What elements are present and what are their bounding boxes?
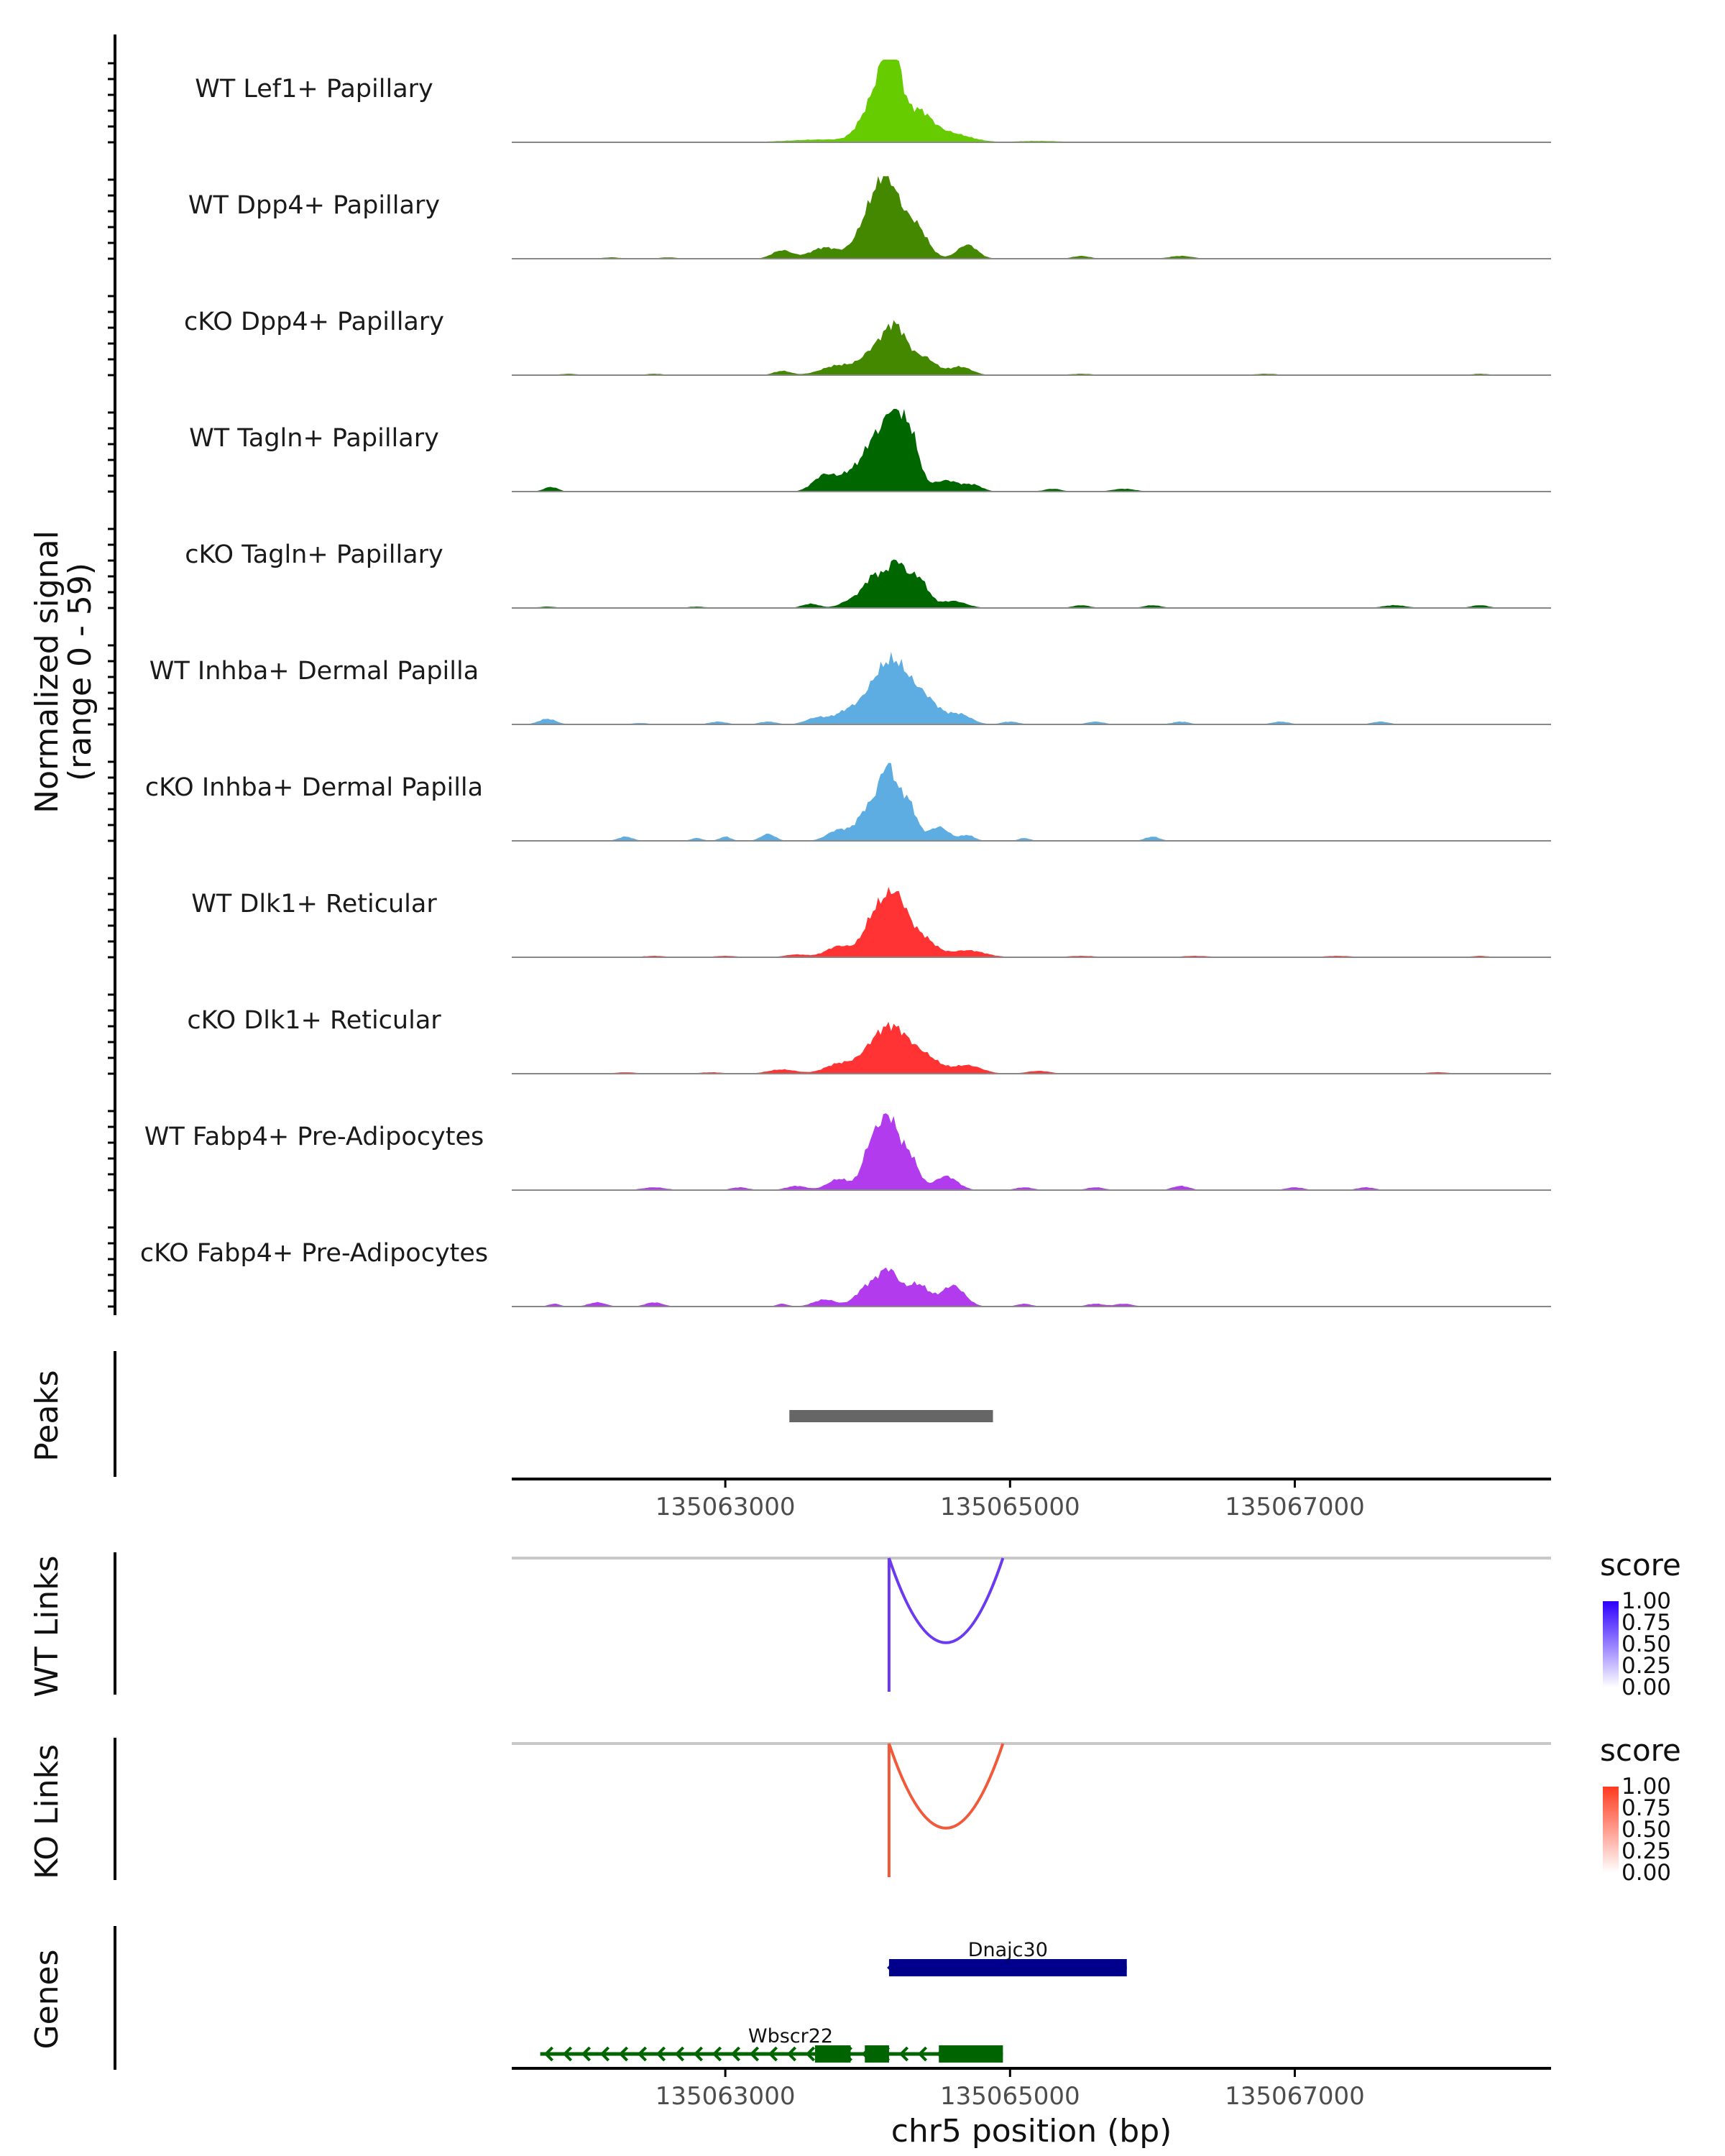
links-track-label: WT Links	[29, 1555, 65, 1697]
coverage-area	[512, 1021, 1551, 1074]
legend-tick-label: 0.25	[1622, 1653, 1671, 1679]
coverage-area	[512, 60, 1551, 142]
x-axis-title: chr5 position (bp)	[891, 2113, 1172, 2150]
coverage-area	[512, 176, 1551, 259]
x-tick-label: 135065000	[940, 2082, 1080, 2111]
links-track-label: KO Links	[29, 1744, 65, 1879]
gene-strand-arrow	[637, 2046, 648, 2062]
legend-title: score	[1600, 1733, 1681, 1768]
legend-tick-label: 1.00	[1622, 1774, 1671, 1800]
coverage-y-label: Normalized signal	[29, 530, 65, 814]
coverage-track-0: WT Lef1+ Papillary	[195, 60, 1551, 143]
coverage-track-label: WT Inhba+ Dermal Papilla	[150, 657, 479, 686]
x-tick-label: 135063000	[656, 2082, 796, 2111]
gene-strand-arrow	[581, 2046, 592, 2062]
gene-strand-arrow	[562, 2046, 573, 2062]
gene-strand-arrow	[786, 2046, 797, 2062]
coverage-y-axis	[108, 34, 116, 1315]
coverage-area	[512, 763, 1551, 841]
coverage-track-label: WT Fabp4+ Pre-Adipocytes	[144, 1123, 484, 1151]
link-arc	[888, 1743, 1005, 1830]
coverage-track-3: WT Tagln+ Papillary	[189, 409, 1551, 492]
gene-strand-arrow	[674, 2046, 685, 2062]
gene-1: Wbscr22	[540, 2025, 1003, 2063]
link-arc	[888, 1557, 1005, 1644]
gene-name-label: Wbscr22	[748, 2025, 833, 2047]
x-tick-label: 135067000	[1225, 2082, 1365, 2111]
legend-tick-label: 0.25	[1622, 1838, 1671, 1864]
gene-exon	[814, 2045, 851, 2063]
peaks-track-label: Peaks	[29, 1370, 65, 1461]
x-tick-label: 135067000	[1225, 1493, 1365, 1521]
gene-strand-arrow	[599, 2046, 610, 2062]
coverage-track-label: WT Dlk1+ Reticular	[191, 890, 437, 918]
legend-tick-label: 0.50	[1622, 1631, 1671, 1657]
gene-exon	[865, 2045, 889, 2063]
gene-0: Dnajc30	[887, 1939, 1127, 1976]
gene-strand-arrow	[768, 2046, 778, 2062]
coverage-track-label: WT Tagln+ Papillary	[189, 424, 439, 453]
coverage-track-7: WT Dlk1+ Reticular	[191, 887, 1551, 958]
legend-tick-label: 0.75	[1622, 1610, 1671, 1636]
gene-strand-arrow	[712, 2046, 722, 2062]
gene-strand-arrow	[693, 2046, 704, 2062]
gene-name-label: Dnajc30	[968, 1939, 1048, 1961]
coverage-track-label: cKO Dlk1+ Reticular	[187, 1006, 441, 1035]
links-track-1: KO Links score 1.000.750.500.250.00	[29, 1733, 1681, 1886]
gene-strand-arrow	[805, 2046, 816, 2062]
coverage-track-9: WT Fabp4+ Pre-Adipocytes	[144, 1113, 1551, 1191]
coverage-area	[512, 559, 1551, 608]
legend-tick-label: 0.00	[1622, 1860, 1671, 1886]
gene-exon	[888, 1959, 1127, 1976]
coverage-track-10: cKO Fabp4+ Pre-Adipocytes	[140, 1239, 1551, 1307]
coverage-track-label: cKO Inhba+ Dermal Papilla	[145, 773, 483, 802]
x-tick-label: 135063000	[656, 1493, 796, 1521]
gene-strand-arrow	[618, 2046, 629, 2062]
x-axis-top: 135063000 135065000 135067000	[512, 1478, 1551, 1521]
coverage-track-label: WT Dpp4+ Papillary	[188, 191, 440, 220]
coverage-track-5: WT Inhba+ Dermal Papilla	[150, 651, 1551, 725]
coverage-area	[512, 651, 1551, 724]
legend-tick-label: 0.00	[1622, 1674, 1671, 1700]
peak-interval	[789, 1410, 993, 1422]
gene-strand-arrow	[543, 2046, 554, 2062]
legend-tick-label: 0.75	[1622, 1795, 1671, 1821]
coverage-area	[512, 1113, 1551, 1190]
coverage-area	[512, 1267, 1551, 1307]
legend-tick-label: 0.50	[1622, 1817, 1671, 1843]
gene-strand-arrow	[656, 2046, 666, 2062]
coverage-track-6: cKO Inhba+ Dermal Papilla	[145, 763, 1551, 842]
coverage-tracks: WT Lef1+ Papillary WT Dpp4+ Papillary cKO …	[140, 60, 1551, 1307]
legend-colorbar	[1603, 1601, 1619, 1687]
coverage-track-8: cKO Dlk1+ Reticular	[187, 1006, 1551, 1074]
legend-colorbar	[1603, 1787, 1619, 1873]
coverage-track-label: cKO Tagln+ Papillary	[185, 540, 443, 569]
peaks-intervals	[789, 1410, 993, 1422]
coverage-track-4: cKO Tagln+ Papillary	[185, 540, 1551, 609]
coverage-track-label: cKO Dpp4+ Papillary	[184, 308, 444, 336]
genes-track: Dnajc30 Wbscr22	[540, 1939, 1127, 2063]
genes-track-label: Genes	[29, 1949, 65, 2049]
gene-strand-arrow	[730, 2046, 741, 2062]
coverage-track-label: WT Lef1+ Papillary	[195, 75, 433, 103]
legend-tick-label: 1.00	[1622, 1588, 1671, 1614]
coverage-track-label: cKO Fabp4+ Pre-Adipocytes	[140, 1239, 488, 1268]
gene-strand-arrow	[917, 2046, 928, 2062]
coverage-area	[512, 320, 1551, 375]
gene-strand-arrow	[749, 2046, 760, 2062]
coverage-y-range-label: (range 0 - 59)	[62, 563, 98, 781]
gene-exon	[939, 2045, 1003, 2063]
coverage-area	[512, 887, 1551, 957]
coverage-track-1: WT Dpp4+ Papillary	[188, 176, 1551, 259]
links-track-0: WT Links score 1.000.750.500.250.00	[29, 1547, 1681, 1700]
x-tick-label: 135065000	[940, 1493, 1080, 1521]
legend-title: score	[1600, 1547, 1681, 1583]
coverage-area	[512, 409, 1551, 492]
x-axis-bottom: 135063000 135065000 135067000	[512, 2067, 1551, 2111]
coverage-track-2: cKO Dpp4+ Papillary	[184, 308, 1551, 376]
gene-strand-arrow	[898, 2046, 909, 2062]
